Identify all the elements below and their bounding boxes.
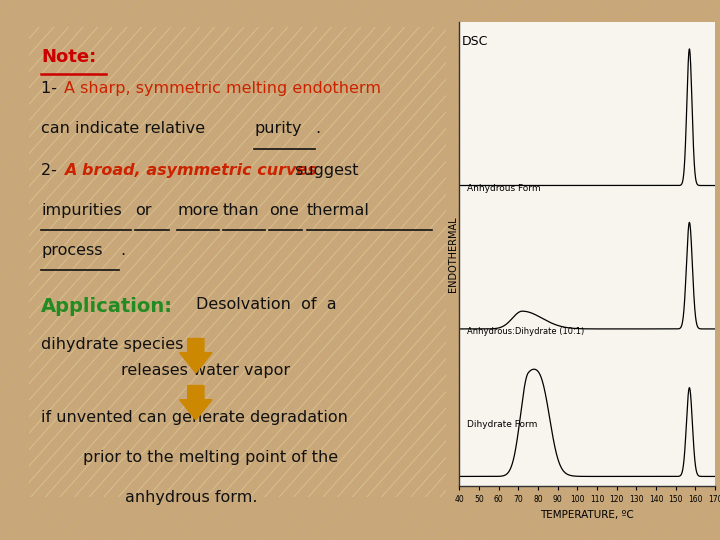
Text: Application:: Application: <box>41 297 174 316</box>
X-axis label: TEMPERATURE, ºC: TEMPERATURE, ºC <box>540 510 634 519</box>
Text: suggest: suggest <box>289 163 359 178</box>
Text: Note:: Note: <box>41 48 96 66</box>
Text: one: one <box>269 203 299 218</box>
Text: than: than <box>223 203 260 218</box>
Text: Dihydrate Form: Dihydrate Form <box>467 420 538 429</box>
Text: purity: purity <box>254 121 302 136</box>
Text: A sharp, symmetric melting endotherm: A sharp, symmetric melting endotherm <box>64 81 382 96</box>
Text: anhydrous form.: anhydrous form. <box>125 490 257 505</box>
FancyArrow shape <box>180 386 212 420</box>
Text: or: or <box>135 203 152 218</box>
Text: process: process <box>41 243 103 258</box>
Text: Anhydrous:Dihydrate (10:1): Anhydrous:Dihydrate (10:1) <box>467 327 585 336</box>
Text: can indicate relative: can indicate relative <box>41 121 210 136</box>
Text: Anhydrous Form: Anhydrous Form <box>467 184 541 193</box>
Text: DSC: DSC <box>462 35 487 48</box>
Text: impurities: impurities <box>41 203 122 218</box>
Text: releases water vapor: releases water vapor <box>121 363 289 378</box>
Text: 2-: 2- <box>41 163 63 178</box>
Y-axis label: ENDOTHERMAL: ENDOTHERMAL <box>448 216 458 292</box>
Text: more: more <box>177 203 219 218</box>
Text: thermal: thermal <box>307 203 369 218</box>
Text: 1-: 1- <box>41 81 63 96</box>
Text: .: . <box>121 243 126 258</box>
Text: A broad, asymmetric curves: A broad, asymmetric curves <box>64 163 317 178</box>
Text: dihydrate species: dihydrate species <box>41 337 184 352</box>
Text: .: . <box>315 121 320 136</box>
FancyArrow shape <box>180 339 212 373</box>
Text: prior to the melting point of the: prior to the melting point of the <box>83 450 338 465</box>
Text: Desolvation  of  a: Desolvation of a <box>196 297 336 312</box>
Text: if unvented can generate degradation: if unvented can generate degradation <box>41 410 348 425</box>
